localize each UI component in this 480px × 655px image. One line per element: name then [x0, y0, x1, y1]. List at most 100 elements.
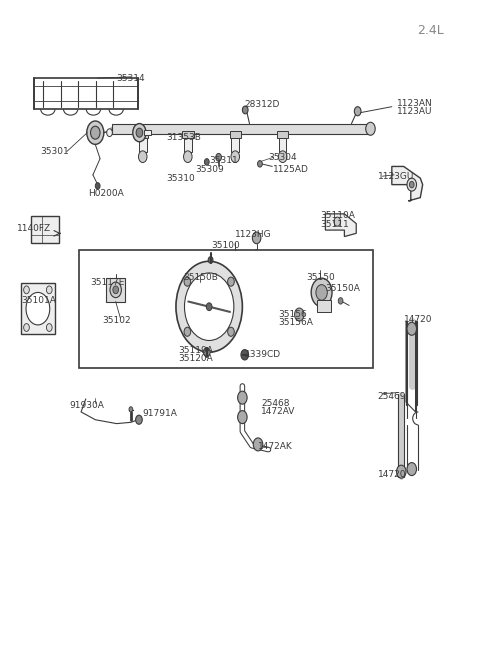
Circle shape [316, 285, 327, 300]
Text: 35310: 35310 [167, 174, 195, 183]
Text: 14720: 14720 [378, 470, 406, 479]
Text: 1339CD: 1339CD [245, 350, 281, 360]
Circle shape [396, 465, 406, 478]
Text: 35314: 35314 [117, 74, 145, 83]
Text: 35150: 35150 [306, 273, 335, 282]
Circle shape [238, 411, 247, 424]
Text: 91930A: 91930A [69, 401, 104, 410]
Text: 1140FZ: 1140FZ [17, 223, 51, 233]
Bar [137, 132, 148, 138]
Circle shape [258, 160, 262, 167]
Circle shape [24, 286, 29, 293]
Text: 35150A: 35150A [325, 284, 360, 293]
Circle shape [26, 292, 50, 325]
Circle shape [204, 348, 210, 357]
Text: 2.4L: 2.4L [417, 24, 444, 37]
Circle shape [47, 286, 52, 293]
Text: 35120A: 35120A [179, 354, 213, 363]
Text: 35119A: 35119A [179, 346, 213, 355]
Circle shape [136, 128, 143, 137]
Text: 1472AV: 1472AV [261, 407, 296, 417]
Text: 1123HG: 1123HG [235, 230, 272, 239]
Circle shape [407, 462, 417, 476]
Bar [184, 138, 192, 152]
Circle shape [366, 122, 375, 136]
Text: 35304: 35304 [268, 153, 297, 162]
Circle shape [407, 322, 417, 335]
Text: 28312D: 28312D [245, 100, 280, 109]
Text: 35111: 35111 [321, 219, 349, 229]
Circle shape [184, 328, 191, 336]
Bar [21, 284, 55, 334]
Circle shape [231, 151, 240, 162]
Circle shape [252, 232, 261, 244]
Text: 35117E: 35117E [91, 278, 125, 287]
Polygon shape [325, 214, 356, 236]
Bar [231, 138, 239, 152]
Circle shape [334, 217, 341, 226]
Bar [229, 132, 241, 138]
Circle shape [183, 151, 192, 162]
Text: 91791A: 91791A [143, 409, 178, 418]
Text: 35101A: 35101A [21, 296, 56, 305]
Text: 35156: 35156 [278, 310, 307, 319]
Bar [144, 130, 151, 136]
Circle shape [184, 273, 234, 341]
Circle shape [96, 183, 100, 189]
Circle shape [228, 328, 234, 336]
Text: 35309: 35309 [195, 164, 224, 174]
Bar [277, 132, 288, 138]
Circle shape [242, 106, 248, 114]
Text: 1123GU: 1123GU [378, 172, 414, 181]
Circle shape [255, 250, 259, 255]
Text: 14720: 14720 [404, 314, 432, 324]
Bar [139, 138, 146, 152]
Circle shape [208, 257, 213, 263]
Text: 35301: 35301 [41, 147, 70, 156]
Text: H0200A: H0200A [88, 189, 124, 198]
Bar [34, 78, 138, 109]
Circle shape [409, 181, 414, 188]
Bar [79, 250, 373, 367]
Text: 35100: 35100 [212, 241, 240, 250]
Circle shape [407, 178, 417, 191]
Circle shape [241, 350, 249, 360]
Text: 35156A: 35156A [278, 318, 313, 328]
Circle shape [110, 282, 121, 297]
Circle shape [206, 303, 212, 310]
Text: 1125AD: 1125AD [273, 164, 309, 174]
Circle shape [107, 129, 112, 136]
Text: 35311: 35311 [209, 156, 238, 165]
Text: 31353B: 31353B [167, 134, 201, 142]
Text: 35102: 35102 [102, 316, 131, 325]
Text: 25468: 25468 [261, 399, 290, 408]
Text: 35150B: 35150B [183, 273, 218, 282]
Circle shape [311, 278, 332, 307]
Circle shape [278, 151, 287, 162]
Circle shape [295, 308, 304, 321]
Circle shape [133, 124, 146, 141]
Circle shape [24, 324, 29, 331]
Bar [106, 278, 125, 301]
Text: 1123AU: 1123AU [396, 107, 432, 117]
Circle shape [138, 151, 147, 162]
Circle shape [228, 277, 234, 286]
Bar [317, 300, 331, 312]
Text: 25469: 25469 [378, 392, 406, 401]
Polygon shape [392, 166, 423, 201]
Circle shape [354, 107, 361, 116]
Text: 1123AN: 1123AN [396, 99, 432, 108]
Circle shape [91, 126, 100, 139]
Bar [182, 132, 193, 138]
Text: 35110A: 35110A [321, 212, 356, 220]
Circle shape [87, 121, 104, 144]
Circle shape [216, 153, 221, 161]
Circle shape [129, 407, 133, 412]
Circle shape [113, 286, 119, 293]
Circle shape [176, 261, 242, 352]
Circle shape [47, 324, 52, 331]
Bar [31, 215, 59, 243]
Text: 1472AK: 1472AK [258, 443, 293, 451]
Circle shape [136, 415, 142, 424]
Circle shape [253, 438, 263, 451]
